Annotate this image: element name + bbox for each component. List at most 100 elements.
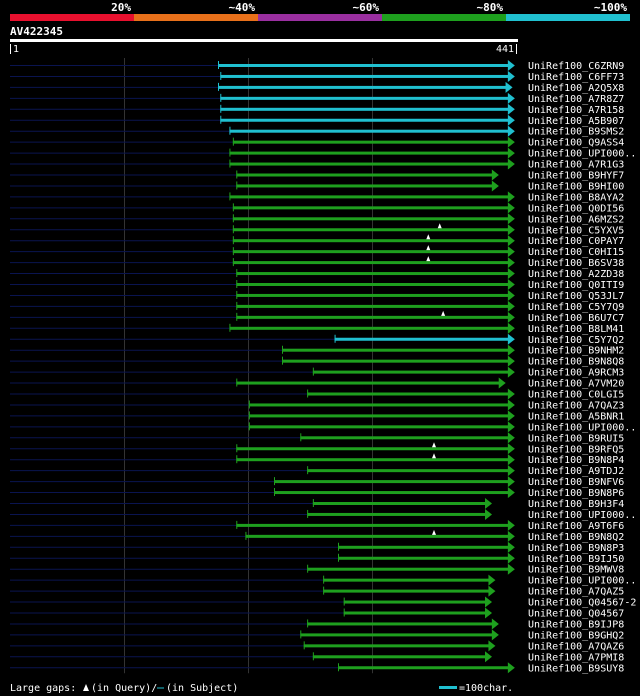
hit-label[interactable]: UniRef100_Q04567 bbox=[528, 609, 624, 620]
hit-label[interactable]: UniRef100_B9MWV8 bbox=[528, 565, 624, 576]
hit-row[interactable]: UniRef100_Q0ITI9 bbox=[10, 279, 624, 291]
hit-label[interactable]: UniRef100_B9H3F4 bbox=[528, 499, 624, 510]
hit-label[interactable]: UniRef100_B9IJ50 bbox=[528, 554, 624, 565]
hit-label[interactable]: UniRef100_B9SUY8 bbox=[528, 663, 624, 674]
hit-row[interactable]: UniRef100_A7QAZ6 bbox=[10, 640, 624, 652]
hit-bar[interactable] bbox=[312, 655, 486, 659]
hit-row[interactable]: UniRef100_UPI000.. bbox=[10, 574, 636, 587]
hit-label[interactable]: UniRef100_UPI000.. bbox=[528, 422, 636, 433]
hit-bar[interactable] bbox=[274, 491, 509, 495]
hit-label[interactable]: UniRef100_A7QAZ5 bbox=[528, 587, 624, 598]
hit-row[interactable]: UniRef100_A7R1G3 bbox=[10, 158, 624, 171]
hit-label[interactable]: UniRef100_B9RUI5 bbox=[528, 433, 624, 444]
hit-bar[interactable] bbox=[236, 458, 509, 462]
hit-bar[interactable] bbox=[323, 578, 490, 582]
hit-bar[interactable] bbox=[343, 600, 486, 604]
hit-label[interactable]: UniRef100_A7R158 bbox=[528, 105, 624, 116]
hit-row[interactable]: UniRef100_UPI000.. bbox=[10, 147, 636, 160]
hit-row[interactable]: UniRef100_C0PAY7 bbox=[10, 234, 624, 247]
hit-label[interactable]: UniRef100_B9N8P3 bbox=[528, 543, 624, 554]
hit-bar[interactable] bbox=[307, 567, 509, 571]
hit-bar[interactable] bbox=[229, 151, 509, 155]
hit-bar[interactable] bbox=[232, 239, 509, 243]
hit-bar[interactable] bbox=[232, 206, 509, 210]
hit-label[interactable]: UniRef100_Q53JL7 bbox=[528, 291, 624, 302]
hit-row[interactable]: UniRef100_B8LM41 bbox=[10, 322, 624, 335]
hit-row[interactable]: UniRef100_C5YXV5 bbox=[10, 223, 624, 236]
hit-bar[interactable] bbox=[303, 644, 490, 648]
hit-label[interactable]: UniRef100_C0PAY7 bbox=[528, 236, 624, 247]
hit-label[interactable]: UniRef100_A7QAZ6 bbox=[528, 641, 624, 652]
hit-bar[interactable] bbox=[218, 85, 507, 89]
hit-row[interactable]: UniRef100_B9IJ50 bbox=[10, 552, 624, 565]
hit-row[interactable]: UniRef100_B9N8P3 bbox=[10, 541, 624, 554]
hit-row[interactable]: UniRef100_C5Y7Q2 bbox=[10, 333, 624, 346]
hit-bar[interactable] bbox=[300, 436, 509, 440]
hit-label[interactable]: UniRef100_A7R8Z7 bbox=[528, 94, 624, 105]
hit-bar[interactable] bbox=[220, 107, 509, 111]
hit-label[interactable]: UniRef100_Q9ASS4 bbox=[528, 138, 624, 149]
hit-bar[interactable] bbox=[229, 129, 509, 133]
hit-row[interactable]: UniRef100_B9NHM2 bbox=[10, 344, 624, 357]
hit-row[interactable]: UniRef100_A2Q5X8 bbox=[10, 81, 624, 94]
hit-bar[interactable] bbox=[236, 447, 509, 451]
hit-bar[interactable] bbox=[312, 502, 486, 505]
hit-row[interactable]: UniRef100_A9TDJ2 bbox=[10, 465, 624, 477]
hit-bar[interactable] bbox=[248, 414, 509, 418]
hit-bar[interactable] bbox=[220, 74, 509, 78]
hit-label[interactable]: UniRef100_A5B907 bbox=[528, 116, 624, 127]
hit-label[interactable]: UniRef100_A7QAZ3 bbox=[528, 400, 624, 411]
hit-row[interactable]: UniRef100_A9RCM3 bbox=[10, 366, 624, 379]
hit-label[interactable]: UniRef100_B9NFV6 bbox=[528, 477, 624, 488]
hit-label[interactable]: UniRef100_B9N8Q8 bbox=[528, 357, 624, 368]
hit-bar[interactable] bbox=[282, 348, 509, 352]
hit-row[interactable]: UniRef100_B8AYA2 bbox=[10, 191, 624, 203]
hit-row[interactable]: UniRef100_B9NFV6 bbox=[10, 476, 624, 488]
hit-row[interactable]: UniRef100_B9HYF7 bbox=[10, 169, 624, 182]
hit-label[interactable]: UniRef100_B6SV38 bbox=[528, 258, 624, 269]
hit-bar[interactable] bbox=[307, 469, 509, 473]
hit-row[interactable]: UniRef100_B9N8P4 bbox=[10, 453, 624, 466]
hit-label[interactable]: UniRef100_C5Y7Q9 bbox=[528, 302, 624, 313]
hit-bar[interactable] bbox=[229, 326, 509, 330]
hit-row[interactable]: UniRef100_B9SUY8 bbox=[10, 662, 624, 674]
hit-bar[interactable] bbox=[218, 64, 509, 67]
hit-row[interactable]: UniRef100_Q04567 bbox=[10, 607, 624, 620]
hit-label[interactable]: UniRef100_B9HYF7 bbox=[528, 171, 624, 182]
hit-bar[interactable] bbox=[307, 512, 486, 516]
hit-label[interactable]: UniRef100_A9RCM3 bbox=[528, 368, 624, 379]
hit-bar[interactable] bbox=[232, 217, 509, 221]
hit-bar[interactable] bbox=[343, 611, 486, 615]
hit-bar[interactable] bbox=[307, 622, 493, 626]
hit-label[interactable]: UniRef100_C6ZRN9 bbox=[528, 61, 624, 72]
hit-bar[interactable] bbox=[248, 425, 509, 429]
hit-bar[interactable] bbox=[236, 272, 509, 276]
hit-bar[interactable] bbox=[232, 261, 509, 265]
hit-label[interactable]: UniRef100_B9SMS2 bbox=[528, 127, 624, 138]
hit-label[interactable]: UniRef100_B9RFQ5 bbox=[528, 444, 624, 455]
hit-row[interactable]: UniRef100_B6SV38 bbox=[10, 256, 624, 269]
hit-bar[interactable] bbox=[300, 633, 493, 637]
hit-bar[interactable] bbox=[307, 392, 509, 396]
hit-bar[interactable] bbox=[229, 162, 509, 166]
hit-bar[interactable] bbox=[338, 545, 509, 549]
hit-row[interactable]: UniRef100_Q0DI56 bbox=[10, 202, 624, 214]
hit-label[interactable]: UniRef100_B8AYA2 bbox=[528, 192, 624, 203]
hit-row[interactable]: UniRef100_A7QAZ5 bbox=[10, 585, 624, 598]
hit-label[interactable]: UniRef100_UPI000.. bbox=[528, 510, 636, 521]
hit-row[interactable]: UniRef100_B9MWV8 bbox=[10, 563, 624, 576]
hit-label[interactable]: UniRef100_Q0DI56 bbox=[528, 203, 624, 214]
hit-label[interactable]: UniRef100_A6MZS2 bbox=[528, 214, 624, 225]
hit-bar[interactable] bbox=[248, 403, 509, 407]
hit-bar[interactable] bbox=[274, 480, 509, 484]
hit-label[interactable]: UniRef100_Q04567-2 bbox=[528, 598, 636, 609]
hit-row[interactable]: UniRef100_B9N8Q2 bbox=[10, 529, 624, 543]
hit-row[interactable]: UniRef100_Q04567-2 bbox=[10, 596, 636, 609]
hit-bar[interactable] bbox=[232, 228, 509, 232]
hit-row[interactable]: UniRef100_A7VM20 bbox=[10, 377, 624, 390]
hit-label[interactable]: UniRef100_C0HI15 bbox=[528, 247, 624, 258]
hit-label[interactable]: UniRef100_B8LM41 bbox=[528, 324, 624, 335]
hit-bar[interactable] bbox=[236, 283, 509, 286]
hit-label[interactable]: UniRef100_A7R1G3 bbox=[528, 160, 624, 171]
hit-bar[interactable] bbox=[236, 381, 500, 385]
